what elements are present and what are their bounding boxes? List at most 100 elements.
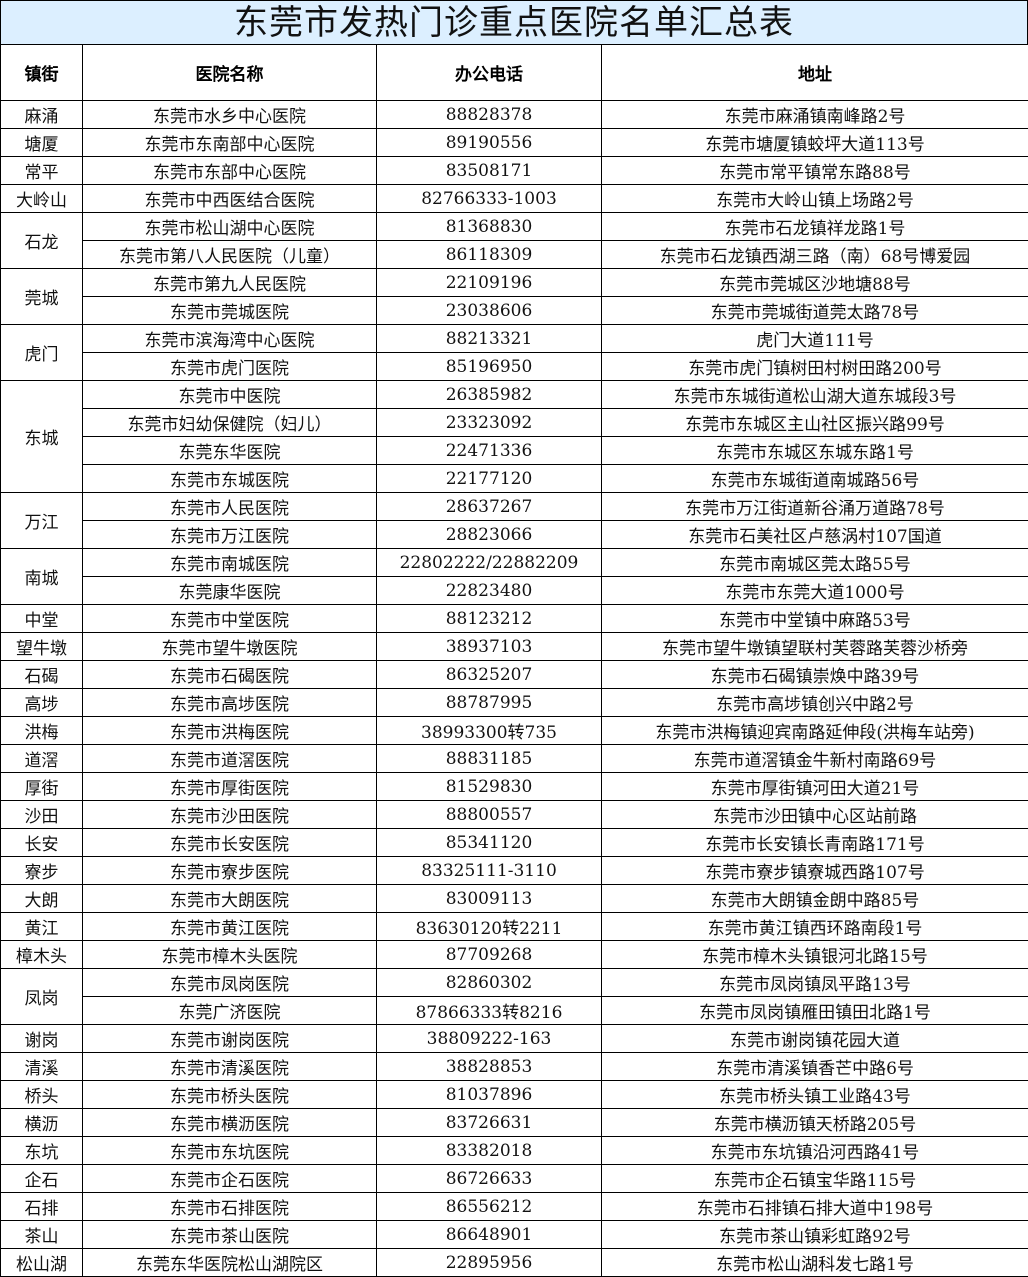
hospital-name-cell: 东莞市第九人民医院 <box>83 269 377 297</box>
address-cell: 东莞市中堂镇中麻路53号 <box>602 605 1028 633</box>
phone-cell: 86556212 <box>377 1193 602 1221</box>
district-cell: 望牛墩 <box>1 633 83 661</box>
phone-cell: 87866333转8216 <box>377 997 602 1025</box>
hospital-name-cell: 东莞市石排医院 <box>83 1193 377 1221</box>
hospital-name-cell: 东莞市黄江医院 <box>83 913 377 941</box>
hospital-name-cell: 东莞市桥头医院 <box>83 1081 377 1109</box>
address-cell: 东莞市石龙镇西湖三路（南）68号博爱园 <box>602 241 1028 269</box>
address-cell: 东莞市高埗镇创兴中路2号 <box>602 689 1028 717</box>
district-cell: 大朗 <box>1 885 83 913</box>
phone-cell: 88800557 <box>377 801 602 829</box>
district-cell: 松山湖 <box>1 1249 83 1277</box>
hospital-name-cell: 东莞市东南部中心医院 <box>83 129 377 157</box>
table-title: 东莞市发热门诊重点医院名单汇总表 <box>0 0 1028 44</box>
phone-cell: 88123212 <box>377 605 602 633</box>
hospital-name-cell: 东莞市水乡中心医院 <box>83 101 377 129</box>
phone-cell: 81037896 <box>377 1081 602 1109</box>
district-cell: 中堂 <box>1 605 83 633</box>
address-cell: 东莞市道滘镇金牛新村南路69号 <box>602 745 1028 773</box>
address-cell: 东莞市沙田镇中心区站前路 <box>602 801 1028 829</box>
address-cell: 东莞市石美社区卢慈涡村107国道 <box>602 521 1028 549</box>
phone-cell: 86648901 <box>377 1221 602 1249</box>
address-cell: 东莞市石排镇石排大道中198号 <box>602 1193 1028 1221</box>
phone-cell: 89190556 <box>377 129 602 157</box>
hospital-name-cell: 东莞市南城医院 <box>83 549 377 577</box>
address-cell: 东莞市长安镇长青南路171号 <box>602 829 1028 857</box>
district-cell: 企石 <box>1 1165 83 1193</box>
phone-cell: 85341120 <box>377 829 602 857</box>
phone-cell: 81368830 <box>377 213 602 241</box>
district-cell: 道滘 <box>1 745 83 773</box>
phone-cell: 38937103 <box>377 633 602 661</box>
district-cell: 南城 <box>1 549 83 605</box>
address-cell: 东莞市麻涌镇南峰路2号 <box>602 101 1028 129</box>
hospital-name-cell: 东莞市大朗医院 <box>83 885 377 913</box>
phone-cell: 28823066 <box>377 521 602 549</box>
phone-cell: 83009113 <box>377 885 602 913</box>
hospital-name-cell: 东莞市沙田医院 <box>83 801 377 829</box>
phone-cell: 86118309 <box>377 241 602 269</box>
district-cell: 虎门 <box>1 325 83 381</box>
phone-cell: 22471336 <box>377 437 602 465</box>
phone-cell: 87709268 <box>377 941 602 969</box>
hospital-name-cell: 东莞市企石医院 <box>83 1165 377 1193</box>
phone-cell: 88828378 <box>377 101 602 129</box>
address-cell: 东莞市茶山镇彩虹路92号 <box>602 1221 1028 1249</box>
address-cell: 东莞市虎门镇树田村树田路200号 <box>602 353 1028 381</box>
address-cell: 东莞市谢岗镇花园大道 <box>602 1025 1028 1053</box>
district-cell: 沙田 <box>1 801 83 829</box>
hospital-name-cell: 东莞市东部中心医院 <box>83 157 377 185</box>
hospital-name-cell: 东莞市中堂医院 <box>83 605 377 633</box>
address-cell: 东莞市黄江镇西环路南段1号 <box>602 913 1028 941</box>
phone-cell: 22177120 <box>377 465 602 493</box>
address-cell: 东莞市石碣镇崇焕中路39号 <box>602 661 1028 689</box>
hospital-name-cell: 东莞市人民医院 <box>83 493 377 521</box>
hospital-name-cell: 东莞康华医院 <box>83 577 377 605</box>
district-cell: 寮步 <box>1 857 83 885</box>
hospital-name-cell: 东莞市虎门医院 <box>83 353 377 381</box>
district-cell: 樟木头 <box>1 941 83 969</box>
address-cell: 东莞市樟木头镇银河北路15号 <box>602 941 1028 969</box>
district-cell: 石碣 <box>1 661 83 689</box>
address-cell: 东莞市松山湖科发七路1号 <box>602 1249 1028 1277</box>
district-cell: 厚街 <box>1 773 83 801</box>
phone-cell: 38993300转735 <box>377 717 602 745</box>
hospital-name-cell: 东莞东华医院松山湖院区 <box>83 1249 377 1277</box>
hospital-name-cell: 东莞市第八人民医院（儿童） <box>83 241 377 269</box>
phone-cell: 82860302 <box>377 969 602 997</box>
address-cell: 东莞市东莞大道1000号 <box>602 577 1028 605</box>
address-cell: 东莞市凤岗镇雁田镇田北路1号 <box>602 997 1028 1025</box>
hospital-name-cell: 东莞市高埗医院 <box>83 689 377 717</box>
address-cell: 虎门大道111号 <box>602 325 1028 353</box>
phone-cell: 83508171 <box>377 157 602 185</box>
district-cell: 高埗 <box>1 689 83 717</box>
phone-cell: 22895956 <box>377 1249 602 1277</box>
address-cell: 东莞市企石镇宝华路115号 <box>602 1165 1028 1193</box>
hospital-name-cell: 东莞市东城医院 <box>83 465 377 493</box>
address-cell: 东莞市石龙镇祥龙路1号 <box>602 213 1028 241</box>
hospital-name-cell: 东莞市莞城医院 <box>83 297 377 325</box>
hospital-name-cell: 东莞市道滘医院 <box>83 745 377 773</box>
header-district: 镇街 <box>1 45 83 101</box>
address-cell: 东莞市南城区莞太路55号 <box>602 549 1028 577</box>
header-row: 镇街 医院名称 办公电话 地址 <box>1 45 1028 101</box>
phone-cell: 81529830 <box>377 773 602 801</box>
hospital-name-cell: 东莞市寮步医院 <box>83 857 377 885</box>
district-cell: 黄江 <box>1 913 83 941</box>
phone-cell: 88831185 <box>377 745 602 773</box>
